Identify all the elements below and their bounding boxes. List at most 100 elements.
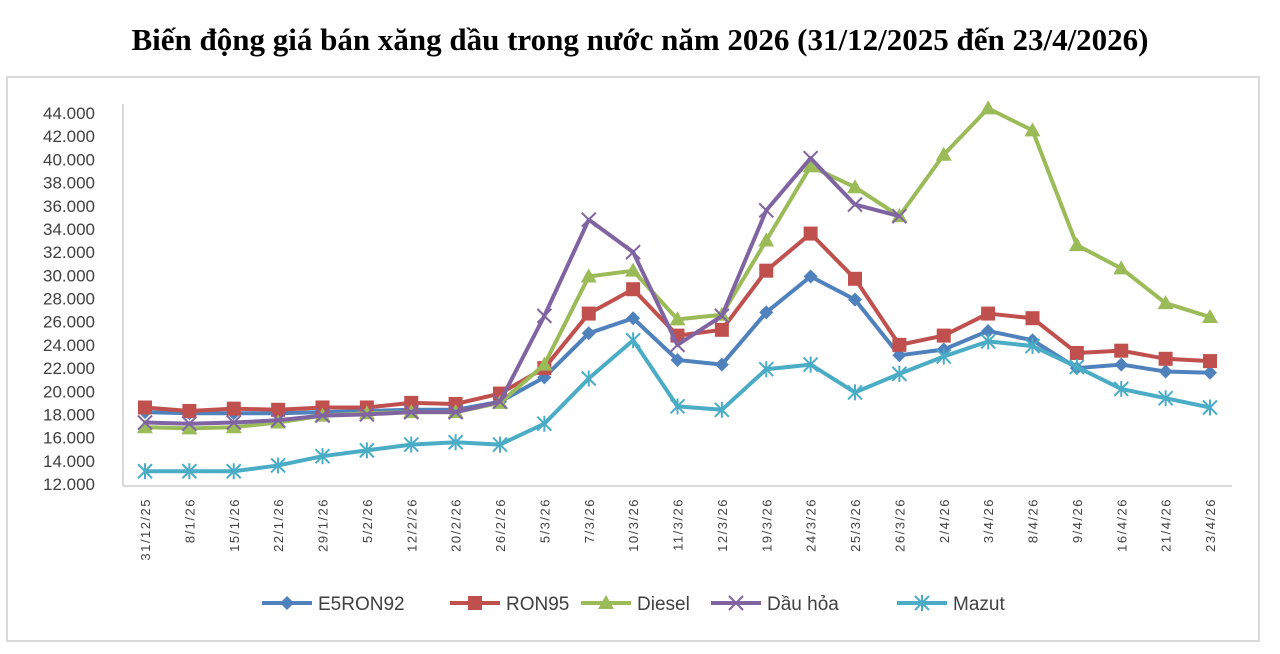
series-diesel-point [536, 356, 553, 371]
series-e5ron92-point [670, 352, 685, 367]
series-d-u-h-a-point [891, 208, 908, 224]
series-ron95-point [936, 328, 951, 343]
legend-d-u-h-a-marker [728, 595, 744, 611]
series-ron95-point [226, 401, 241, 416]
series-ron95-point [626, 282, 641, 297]
series-mazut-point [181, 463, 198, 480]
series-e5ron92-point [1203, 365, 1217, 380]
series-d-u-h-a-point [403, 404, 419, 420]
x-tick-label: 3/4/26 [981, 498, 996, 543]
series-d-u-h-a-point [359, 406, 375, 423]
y-tick-label: 24.000 [43, 336, 95, 355]
series-mazut-point [226, 463, 242, 480]
x-tick-label: 25/3/26 [848, 498, 863, 552]
series-ron95-point [892, 337, 907, 352]
series-d-u-h-a-point [536, 308, 553, 324]
series-ron95-point [182, 403, 197, 418]
series-d-u-h-a-point [270, 412, 286, 428]
x-tick-label: 31/12/25 [138, 498, 153, 561]
series-e5ron92-point [581, 326, 596, 341]
x-tick-label: 8/4/26 [1026, 498, 1041, 543]
x-tick-label: 22/1/26 [271, 498, 286, 552]
series-mazut-point [137, 463, 153, 480]
x-tick-label: 16/4/26 [1114, 498, 1129, 552]
series-e5ron92-point [1114, 357, 1129, 372]
series-d-u-h-a-point [447, 404, 464, 420]
series-mazut-point [359, 442, 375, 459]
series-e5ron92-point [714, 357, 729, 372]
legend-ron95-label: RON95 [506, 594, 569, 615]
series-ron95-point [981, 306, 996, 321]
series-d-u-h-a-point [625, 244, 641, 260]
series-diesel-point [225, 419, 242, 434]
series-diesel-point [980, 100, 997, 115]
series-diesel-point [1113, 260, 1130, 275]
y-tick-label: 18.000 [43, 405, 95, 424]
series-mazut-point [625, 332, 641, 349]
series-ron95-point [581, 306, 596, 321]
y-tick-label: 16.000 [43, 429, 95, 448]
series-diesel-point [1024, 122, 1041, 137]
series-d-u-h-a-line [144, 156, 900, 426]
series-d-u-h-a-point [137, 414, 153, 431]
legend-mazut-marker [914, 595, 930, 611]
series-diesel-point [802, 158, 819, 173]
series-d-u-h-a-point [314, 407, 331, 424]
series-ron95-point [803, 226, 818, 241]
series-mazut-point [270, 457, 286, 474]
series-e5ron92-point [1158, 364, 1173, 379]
series-mazut-point [802, 356, 819, 373]
x-tick-label: 24/3/26 [804, 498, 819, 552]
y-tick-label: 44.000 [43, 104, 95, 123]
series-ron95-point [1158, 351, 1173, 366]
series-mazut-point [1113, 380, 1129, 397]
series-d-u-h-a-point [226, 414, 242, 431]
y-tick-label: 28.000 [43, 290, 95, 309]
legend-e5ron92-marker [280, 596, 294, 610]
series-ron95-point [1203, 354, 1217, 369]
series-ron95-point [271, 402, 286, 417]
y-tick-label: 26.000 [43, 313, 95, 332]
series-mazut-point [1024, 338, 1041, 355]
y-tick-label: 36.000 [43, 197, 95, 216]
series-d-u-h-a-point [758, 202, 774, 219]
series-ron95-point [714, 322, 729, 337]
x-tick-label: 7/3/26 [582, 498, 597, 543]
x-tick-label: 12/2/26 [404, 498, 419, 552]
series-diesel-point [1068, 237, 1085, 252]
series-e5ron92-point [981, 323, 996, 338]
series-diesel-line [144, 106, 1211, 431]
series-ron95-point [1025, 311, 1040, 326]
x-tick-label: 21/4/26 [1159, 498, 1174, 552]
series-e5ron92-point [759, 305, 774, 320]
series-diesel-point [137, 419, 153, 434]
x-tick-label: 10/3/26 [626, 498, 641, 552]
series-mazut-point [314, 448, 331, 465]
y-tick-label: 22.000 [43, 359, 95, 378]
series-d-u-h-a-point [492, 393, 508, 410]
series-mazut-point [891, 365, 908, 382]
legend-diesel-label: Diesel [637, 594, 690, 615]
legend-diesel-marker [598, 595, 614, 609]
legend-mazut-label: Mazut [953, 594, 1005, 615]
series-ron95-point [1069, 345, 1084, 360]
x-tick-label: 11/3/26 [671, 498, 686, 551]
x-tick-label: 26/2/26 [493, 498, 508, 552]
chart-title: Biến động giá bán xăng dầu trong nước nă… [131, 22, 1149, 57]
legend-d-u-h-a-label: Dầu hỏa [767, 594, 839, 615]
series-diesel-point [625, 262, 642, 277]
y-tick-label: 32.000 [43, 243, 95, 262]
x-tick-label: 23/4/26 [1203, 498, 1218, 552]
chart-frame [6, 76, 1260, 642]
series-mazut-point [758, 361, 774, 378]
series-mazut-point [980, 333, 996, 350]
series-mazut-point [1202, 399, 1218, 416]
series-diesel-point [1202, 309, 1218, 324]
y-tick-label: 20.000 [43, 382, 95, 401]
series-ron95-point [138, 400, 152, 415]
x-tick-label: 2/4/26 [937, 498, 952, 543]
x-tick-label: 8/1/26 [182, 498, 197, 543]
series-e5ron92-point [803, 269, 818, 284]
x-tick-label: 5/2/26 [360, 498, 375, 543]
